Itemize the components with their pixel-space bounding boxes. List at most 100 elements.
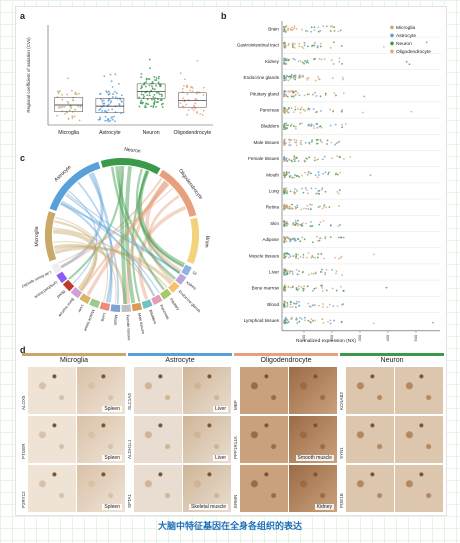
expression-point [292,237,295,240]
data-point [107,93,110,96]
expression-point [321,318,324,321]
data-point [181,88,184,90]
expression-point [334,256,337,259]
expression-point [302,207,305,210]
expression-point [287,79,290,82]
expression-point [283,288,286,291]
expression-point [299,111,302,114]
data-point [155,105,157,108]
tissue-arc [51,262,62,274]
expression-point [293,111,295,114]
data-point [71,115,74,118]
expression-point [301,236,304,239]
expression-point [289,270,292,272]
tissue-label: Female tissues [248,156,280,161]
expression-point [325,25,328,28]
tissue-label: Lymphoid tissues [244,318,280,323]
expression-point [285,320,287,323]
expression-point [295,268,298,271]
expression-point [325,268,328,271]
chord-link [52,229,98,291]
cell-type-color-bar [22,353,126,356]
expression-point [337,236,340,239]
chord-link [145,180,182,273]
expression-point [361,111,364,114]
expression-point [297,222,300,225]
data-point [64,112,67,115]
chord-link [54,246,173,285]
data-point [156,98,159,101]
expression-point [284,45,287,47]
expression-point [302,253,305,256]
expression-point [283,252,286,255]
expression-point [300,317,303,320]
chord-diagram: AstrocyteNeuronOligodendrocyteBrainMicro… [22,147,210,341]
chord-link [60,201,181,274]
tissue-label: Pituitary gland [250,91,280,96]
expression-point [306,285,309,288]
tissue-label: Blood [56,289,66,299]
expression-point [325,289,328,292]
expression-point [284,42,287,45]
expression-point [300,174,303,177]
expression-point [323,204,326,207]
expression-point [294,76,297,79]
tissue-label: Lung [101,313,107,322]
expression-point [337,257,340,260]
expression-point [288,158,291,161]
expression-point [312,272,315,275]
expression-point [315,142,318,145]
expression-point [303,44,306,47]
expression-point [284,126,286,129]
expression-point [332,109,335,112]
expression-point [289,174,292,177]
expression-point [306,45,309,48]
panel-a-label: a [20,11,26,21]
data-point [153,75,156,78]
tissue-label: Gastrointestinal tract [237,43,280,48]
expression-point [294,78,296,81]
expression-point [293,188,296,190]
expression-point [288,107,290,110]
data-point [143,106,146,109]
box-iqr [136,83,166,99]
data-point [113,90,116,93]
chord-link [147,194,180,283]
data-point [106,118,109,120]
expression-point [296,206,299,209]
expression-point [300,208,303,211]
data-point [142,97,145,99]
cell-type-header: Astrocyte [128,353,232,365]
expression-point [292,77,295,80]
data-point [67,117,70,120]
data-point [103,75,106,78]
data-point [202,86,205,89]
expression-point [291,176,294,179]
expression-point [328,303,331,306]
expression-point [297,253,300,256]
expression-point [305,29,307,32]
expression-point [295,317,298,319]
data-point [191,90,194,93]
micrograph-tile: Liver [183,367,231,414]
expression-point [319,45,322,48]
tissue-label: Adipose [262,237,279,242]
expression-point [287,29,289,32]
expression-point [331,25,334,28]
micrograph-tile [346,416,394,463]
legend-swatch [390,25,394,30]
expression-point [318,173,320,176]
expression-point [295,300,298,303]
expression-point [302,74,304,77]
tissue-arc [110,304,121,312]
expression-point [285,159,288,162]
expression-point [318,304,321,307]
expression-point [313,26,316,29]
micrograph-tile: Spleen [77,465,125,512]
expression-point [283,59,285,62]
expression-point [291,238,294,240]
data-point [76,105,79,107]
data-point [152,96,155,98]
expression-point [336,141,339,144]
expression-point [283,176,286,179]
